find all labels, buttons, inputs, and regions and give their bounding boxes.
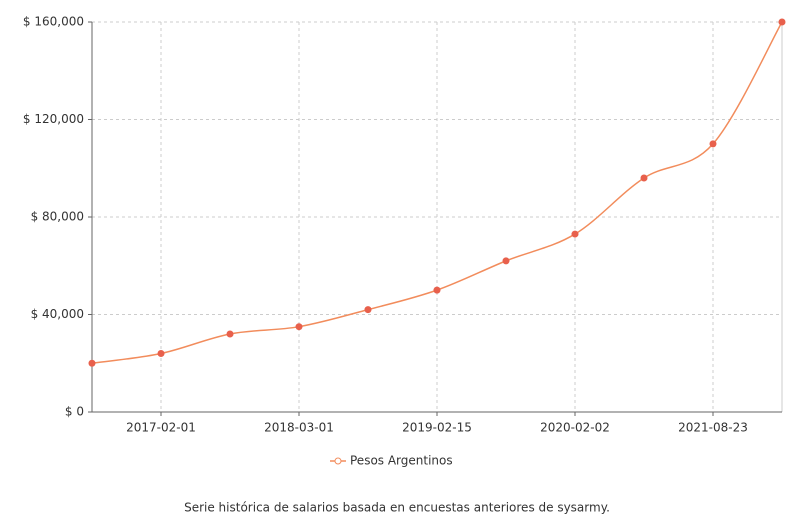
data-point: [640, 174, 648, 182]
data-point: [295, 323, 303, 331]
legend-marker: [334, 457, 342, 465]
x-tick-label: 2020-02-02: [540, 421, 610, 435]
legend-label: Pesos Argentinos: [350, 454, 453, 468]
data-point: [502, 257, 510, 265]
data-point: [157, 350, 165, 357]
data-point: [709, 140, 717, 148]
x-tick-label: 2021-08-23: [678, 421, 748, 435]
y-tick-label: $ 160,000: [23, 15, 84, 29]
y-tick-label: $ 40,000: [31, 307, 84, 321]
x-tick-label: 2018-03-01: [264, 421, 334, 435]
data-point: [88, 359, 96, 367]
x-tick-label: 2017-02-01: [126, 421, 196, 435]
data-point: [778, 18, 786, 26]
x-tick-label: 2019-02-15: [402, 421, 472, 435]
data-point: [364, 306, 372, 314]
series-line: [91, 21, 783, 364]
caption: Serie histórica de salarios basada en en…: [184, 501, 610, 515]
data-point: [433, 286, 441, 294]
y-tick-label: $ 0: [65, 405, 84, 419]
y-tick-label: $ 120,000: [23, 112, 84, 126]
data-point: [226, 330, 234, 338]
y-tick-label: $ 80,000: [31, 210, 84, 224]
data-point: [571, 230, 579, 238]
